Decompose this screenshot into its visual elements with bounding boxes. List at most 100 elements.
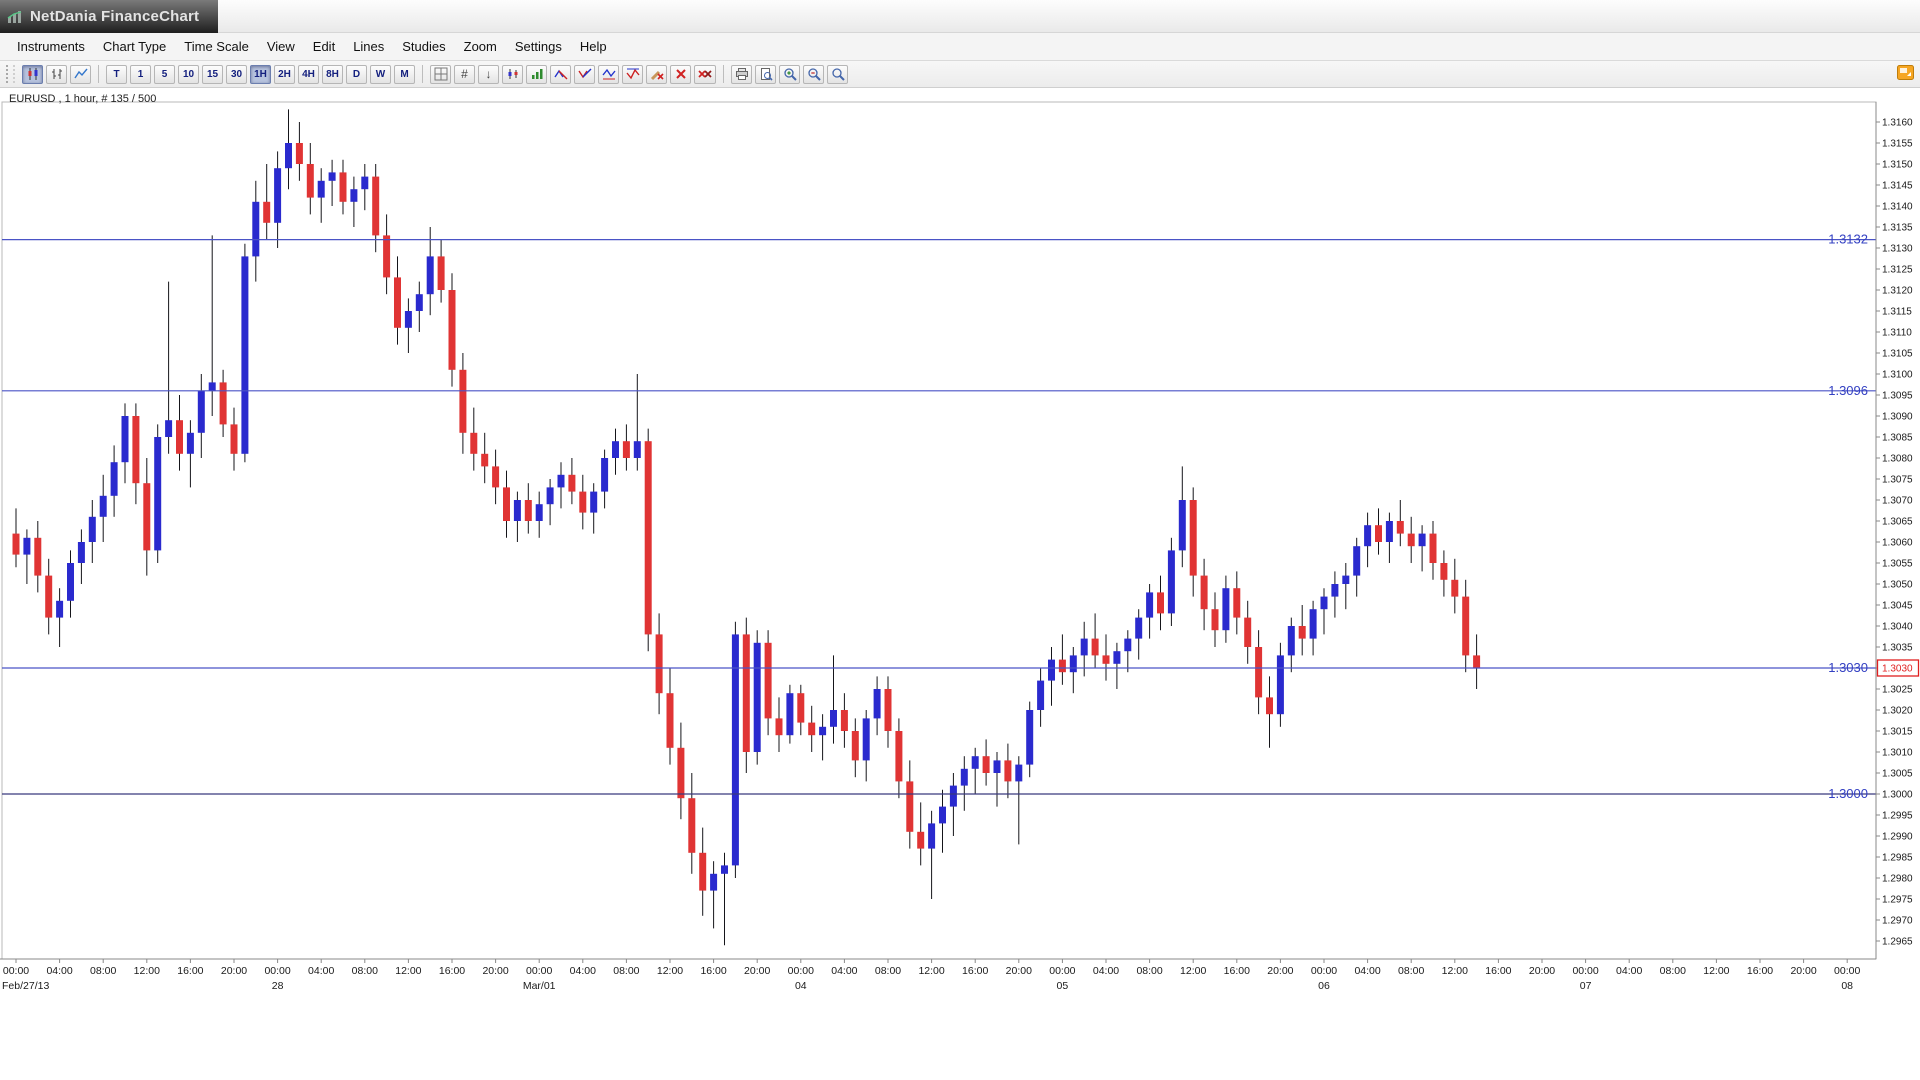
timeframe-1h-button[interactable]: 1H [250, 64, 271, 84]
zoom-reset-button[interactable] [827, 64, 848, 84]
crosshair-button[interactable] [430, 64, 451, 84]
svg-text:1.2970: 1.2970 [1882, 916, 1913, 927]
toolbar-grip[interactable] [6, 65, 15, 83]
ohlc-chart-button[interactable] [46, 64, 67, 84]
delete-study-button[interactable] [670, 64, 691, 84]
svg-text:04:00: 04:00 [46, 965, 72, 977]
svg-text:1.3050: 1.3050 [1882, 580, 1913, 591]
line-chart-button[interactable] [70, 64, 91, 84]
svg-text:1.3055: 1.3055 [1882, 559, 1913, 570]
svg-text:Feb/27/13: Feb/27/13 [2, 980, 49, 992]
timeframe-month-button[interactable]: M [394, 64, 415, 84]
timeframe-2h-button[interactable]: 2H [274, 64, 295, 84]
toolbar-separator [98, 65, 99, 83]
signal-arrows-button-1[interactable] [550, 64, 571, 84]
svg-text:28: 28 [272, 980, 284, 992]
crosshair-icon [434, 67, 447, 81]
svg-text:12:00: 12:00 [395, 965, 421, 977]
svg-text:12:00: 12:00 [657, 965, 683, 977]
menu-help[interactable]: Help [579, 39, 607, 54]
menu-settings[interactable]: Settings [514, 39, 562, 54]
timeframe-4h-button[interactable]: 4H [298, 64, 319, 84]
timeframe-30m-button[interactable]: 30 [226, 64, 247, 84]
svg-text:20:00: 20:00 [221, 965, 247, 977]
menu-view[interactable]: View [266, 39, 295, 54]
svg-text:1.3010: 1.3010 [1882, 748, 1913, 759]
svg-text:1.3070: 1.3070 [1882, 496, 1913, 507]
scale-down-button[interactable]: ↓ [478, 64, 499, 84]
signal-arrows-button-4[interactable] [622, 64, 643, 84]
timeframe-10m-button[interactable]: 10 [178, 64, 199, 84]
timeframe-week-button[interactable]: W [370, 64, 391, 84]
svg-text:04:00: 04:00 [1354, 965, 1380, 977]
svg-text:16:00: 16:00 [1485, 965, 1511, 977]
menu-chart-type[interactable]: Chart Type [102, 39, 167, 54]
timeframe-1m-button[interactable]: 1 [130, 64, 151, 84]
svg-text:04:00: 04:00 [831, 965, 857, 977]
signal-arrows-icon [553, 69, 567, 80]
chart-instrument-label: EURUSD , 1 hour, # 135 / 500 [9, 93, 157, 105]
svg-text:1.3096: 1.3096 [1828, 383, 1868, 398]
menu-instruments[interactable]: Instruments [17, 39, 85, 54]
erase-drawing-button[interactable] [646, 64, 667, 84]
candle-count-button[interactable] [502, 64, 523, 84]
svg-text:07: 07 [1580, 980, 1592, 992]
timeframe-5m-button[interactable]: 5 [154, 64, 175, 84]
svg-text:00:00: 00:00 [1572, 965, 1598, 977]
signal-arrows-icon [601, 68, 616, 80]
menu-zoom[interactable]: Zoom [463, 39, 497, 54]
volume-bars-icon [531, 69, 542, 79]
svg-text:00:00: 00:00 [3, 965, 29, 977]
timeframe-day-button[interactable]: D [346, 64, 367, 84]
zoom-in-button[interactable] [779, 64, 800, 84]
svg-text:20:00: 20:00 [1267, 965, 1293, 977]
svg-text:08:00: 08:00 [613, 965, 639, 977]
menu-edit[interactable]: Edit [312, 39, 336, 54]
zoom-out-button[interactable] [803, 64, 824, 84]
zoom-out-icon [807, 68, 821, 81]
print-button[interactable] [731, 64, 752, 84]
svg-text:00:00: 00:00 [526, 965, 552, 977]
svg-text:04: 04 [795, 980, 807, 992]
svg-text:1.3075: 1.3075 [1882, 475, 1913, 486]
popout-window-icon [1897, 65, 1914, 80]
menu-lines[interactable]: Lines [353, 39, 385, 54]
popout-button[interactable] [1897, 65, 1914, 85]
volume-button[interactable] [526, 64, 547, 84]
svg-text:20:00: 20:00 [1529, 965, 1555, 977]
title-tab: NetDania FinanceChart [0, 0, 218, 33]
svg-text:1.3095: 1.3095 [1882, 391, 1913, 402]
svg-text:16:00: 16:00 [1747, 965, 1773, 977]
svg-text:12:00: 12:00 [134, 965, 160, 977]
svg-text:1.3105: 1.3105 [1882, 349, 1913, 360]
svg-text:12:00: 12:00 [1180, 965, 1206, 977]
signal-arrows-button-2[interactable] [574, 64, 595, 84]
svg-text:1.3080: 1.3080 [1882, 454, 1913, 465]
svg-text:00:00: 00:00 [788, 965, 814, 977]
svg-text:04:00: 04:00 [308, 965, 334, 977]
svg-text:1.2990: 1.2990 [1882, 832, 1913, 843]
svg-text:16:00: 16:00 [439, 965, 465, 977]
signal-arrows-button-3[interactable] [598, 64, 619, 84]
svg-text:08: 08 [1841, 980, 1853, 992]
ohlc-chart-icon [51, 69, 62, 79]
signal-arrows-icon [625, 68, 640, 80]
delete-all-studies-button[interactable] [694, 64, 716, 84]
timeframe-15m-button[interactable]: 15 [202, 64, 223, 84]
candlestick-chart-button[interactable] [22, 64, 43, 84]
grid-button[interactable]: # [454, 64, 475, 84]
print-preview-button[interactable] [755, 64, 776, 84]
svg-text:1.3125: 1.3125 [1882, 265, 1913, 276]
svg-text:08:00: 08:00 [90, 965, 116, 977]
timeframe-8h-button[interactable]: 8H [322, 64, 343, 84]
double-red-x-icon [698, 70, 712, 78]
timeframe-tick-button[interactable]: T [106, 64, 127, 84]
svg-text:1.3005: 1.3005 [1882, 769, 1913, 780]
svg-text:1.3035: 1.3035 [1882, 643, 1913, 654]
menu-time-scale[interactable]: Time Scale [184, 39, 249, 54]
menu-studies[interactable]: Studies [402, 39, 446, 54]
chart-canvas[interactable]: 1.3132 1.3096 1.3030 1.3000 1.3160 1.3155 1.31… [0, 88, 1920, 1080]
candle-count-icon [508, 69, 517, 79]
svg-text:1.2985: 1.2985 [1882, 853, 1913, 864]
